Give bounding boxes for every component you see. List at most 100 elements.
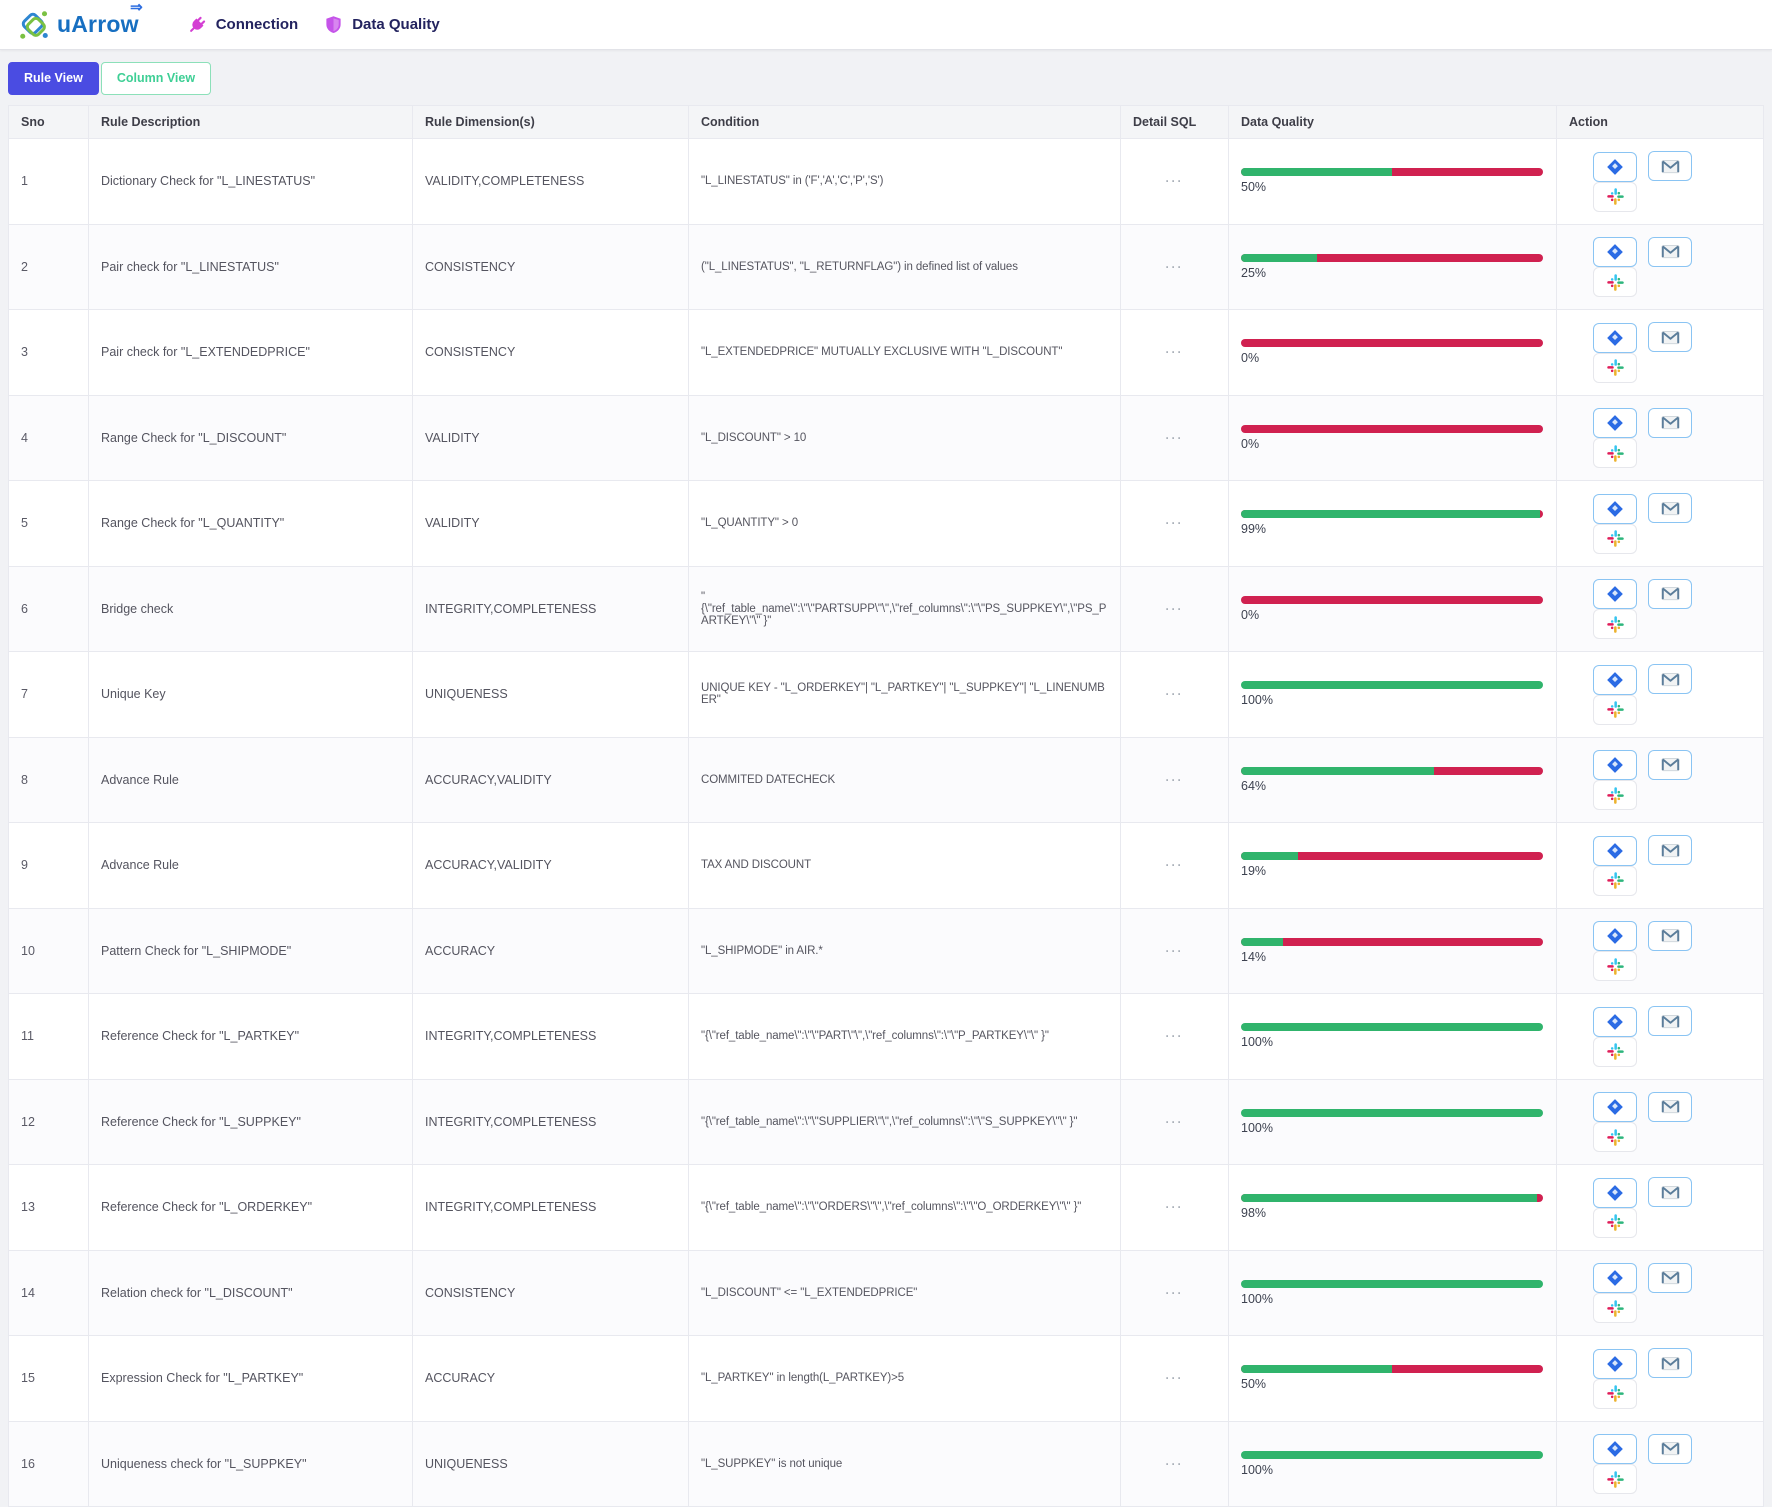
rule-description-cell: Reference Check for "L_PARTKEY"	[88, 993, 413, 1080]
jira-button[interactable]	[1593, 664, 1637, 695]
jira-button[interactable]	[1593, 493, 1637, 524]
slack-button[interactable]	[1593, 267, 1637, 297]
slack-button[interactable]	[1593, 865, 1637, 896]
gmail-button[interactable]	[1648, 493, 1693, 523]
slack-button[interactable]	[1593, 523, 1637, 554]
nav-label-connection: Connection	[215, 16, 299, 33]
slack-button[interactable]	[1593, 1122, 1637, 1152]
slack-button[interactable]	[1593, 951, 1637, 981]
quality-percentage: 0%	[1241, 436, 1260, 451]
jira-button[interactable]	[1593, 322, 1637, 353]
tab-rule-view[interactable]: Rule View	[8, 62, 99, 95]
table-row: 10 Pattern Check for "L_SHIPMODE" ACCURA…	[8, 907, 1764, 994]
table-row: 14 Relation check for "L_DISCOUNT" CONSI…	[8, 1249, 1764, 1336]
slack-button[interactable]	[1593, 1464, 1637, 1494]
jira-button[interactable]	[1593, 1092, 1637, 1122]
jira-button[interactable]	[1593, 1434, 1637, 1464]
brand-logo[interactable]: uArrow ⇒	[16, 0, 143, 43]
detail-sql-button[interactable]: ···	[1162, 772, 1188, 788]
jira-button[interactable]	[1593, 750, 1637, 780]
col-header-condition: Condition	[688, 105, 1121, 139]
action-cell	[1556, 138, 1764, 225]
detail-sql-button[interactable]: ···	[1162, 173, 1188, 189]
slack-button[interactable]	[1593, 1207, 1637, 1238]
detail-sql-button[interactable]: ···	[1162, 515, 1188, 531]
jira-button[interactable]	[1593, 1177, 1637, 1208]
detail-sql-cell: ···	[1120, 480, 1229, 567]
quality-progress-fill	[1241, 510, 1540, 519]
slack-button[interactable]	[1593, 352, 1637, 383]
rule-dimensions-cell: ACCURACY	[412, 907, 689, 994]
slack-button[interactable]	[1593, 609, 1637, 639]
nav-item-connection[interactable]: Connection	[187, 15, 299, 35]
detail-sql-button[interactable]: ···	[1162, 1199, 1188, 1215]
sno-cell: 14	[8, 1249, 89, 1336]
jira-icon	[1607, 928, 1623, 944]
gmail-button[interactable]	[1648, 322, 1693, 352]
rule-dimensions-cell: CONSISTENCY	[412, 223, 689, 310]
gmail-button[interactable]	[1648, 1177, 1693, 1207]
slack-button[interactable]	[1593, 1036, 1637, 1067]
condition-cell: "{\"ref_table_name\":\"\"PART\"\",\"ref_…	[688, 993, 1121, 1080]
gmail-button[interactable]	[1648, 749, 1693, 780]
gmail-button[interactable]	[1648, 1091, 1693, 1122]
gmail-button[interactable]	[1648, 1433, 1693, 1464]
gmail-button[interactable]	[1648, 1348, 1693, 1378]
quality-progress-bar	[1241, 852, 1543, 861]
gmail-button[interactable]	[1648, 1006, 1693, 1036]
rule-dimensions-cell: INTEGRITY,COMPLETENESS	[412, 1164, 689, 1251]
detail-sql-button[interactable]: ···	[1162, 259, 1188, 275]
rule-dimensions-cell: UNIQUENESS	[412, 651, 689, 738]
gmail-button[interactable]	[1648, 835, 1693, 865]
gmail-button[interactable]	[1648, 236, 1693, 267]
action-cell	[1556, 651, 1764, 738]
data-quality-cell: 64%	[1228, 736, 1557, 823]
col-header-rule-description: Rule Description	[88, 105, 413, 139]
jira-button[interactable]	[1593, 579, 1637, 609]
jira-button[interactable]	[1593, 1263, 1637, 1293]
rule-description-cell: Pair check for "L_EXTENDEDPRICE"	[88, 309, 413, 396]
detail-sql-button[interactable]: ···	[1162, 686, 1188, 702]
jira-button[interactable]	[1593, 835, 1637, 866]
detail-sql-button[interactable]: ···	[1162, 1456, 1188, 1472]
detail-sql-button[interactable]: ···	[1162, 943, 1188, 959]
sno-cell: 9	[8, 822, 89, 909]
detail-sql-button[interactable]: ···	[1162, 1114, 1188, 1130]
rule-description-cell: Range Check for "L_QUANTITY"	[88, 480, 413, 567]
detail-sql-button[interactable]: ···	[1162, 601, 1188, 617]
gmail-button[interactable]	[1648, 151, 1693, 181]
jira-button[interactable]	[1593, 1348, 1637, 1379]
slack-button[interactable]	[1593, 438, 1637, 468]
tab-column-view[interactable]: Column View	[100, 62, 212, 95]
jira-icon	[1607, 158, 1623, 175]
slack-button[interactable]	[1593, 1378, 1637, 1409]
slack-button[interactable]	[1593, 694, 1637, 725]
detail-sql-button[interactable]: ···	[1162, 430, 1188, 446]
gmail-button[interactable]	[1648, 407, 1693, 438]
detail-sql-button[interactable]: ···	[1162, 1285, 1188, 1301]
slack-button[interactable]	[1593, 780, 1637, 810]
quality-progress-bar	[1241, 1023, 1543, 1032]
gmail-button[interactable]	[1648, 1262, 1693, 1293]
uarrow-logo-icon	[20, 10, 48, 39]
detail-sql-button[interactable]: ···	[1162, 1370, 1188, 1386]
nav-item-data-quality[interactable]: Data Quality	[324, 15, 440, 34]
detail-sql-button[interactable]: ···	[1162, 344, 1188, 360]
jira-button[interactable]	[1593, 237, 1637, 267]
jira-button[interactable]	[1593, 921, 1637, 951]
quality-progress-fill	[1241, 1108, 1543, 1117]
slack-icon	[1606, 530, 1624, 547]
jira-button[interactable]	[1593, 408, 1637, 438]
sno-cell: 12	[8, 1078, 89, 1165]
quality-percentage: 50%	[1241, 180, 1267, 195]
sno-cell: 5	[8, 480, 89, 567]
gmail-button[interactable]	[1648, 664, 1693, 694]
gmail-button[interactable]	[1648, 578, 1693, 609]
detail-sql-button[interactable]: ···	[1162, 1028, 1188, 1044]
detail-sql-button[interactable]: ···	[1162, 857, 1188, 873]
slack-button[interactable]	[1593, 1293, 1637, 1323]
jira-button[interactable]	[1593, 151, 1637, 182]
slack-button[interactable]	[1593, 181, 1637, 212]
gmail-button[interactable]	[1648, 920, 1693, 951]
jira-button[interactable]	[1593, 1006, 1637, 1037]
